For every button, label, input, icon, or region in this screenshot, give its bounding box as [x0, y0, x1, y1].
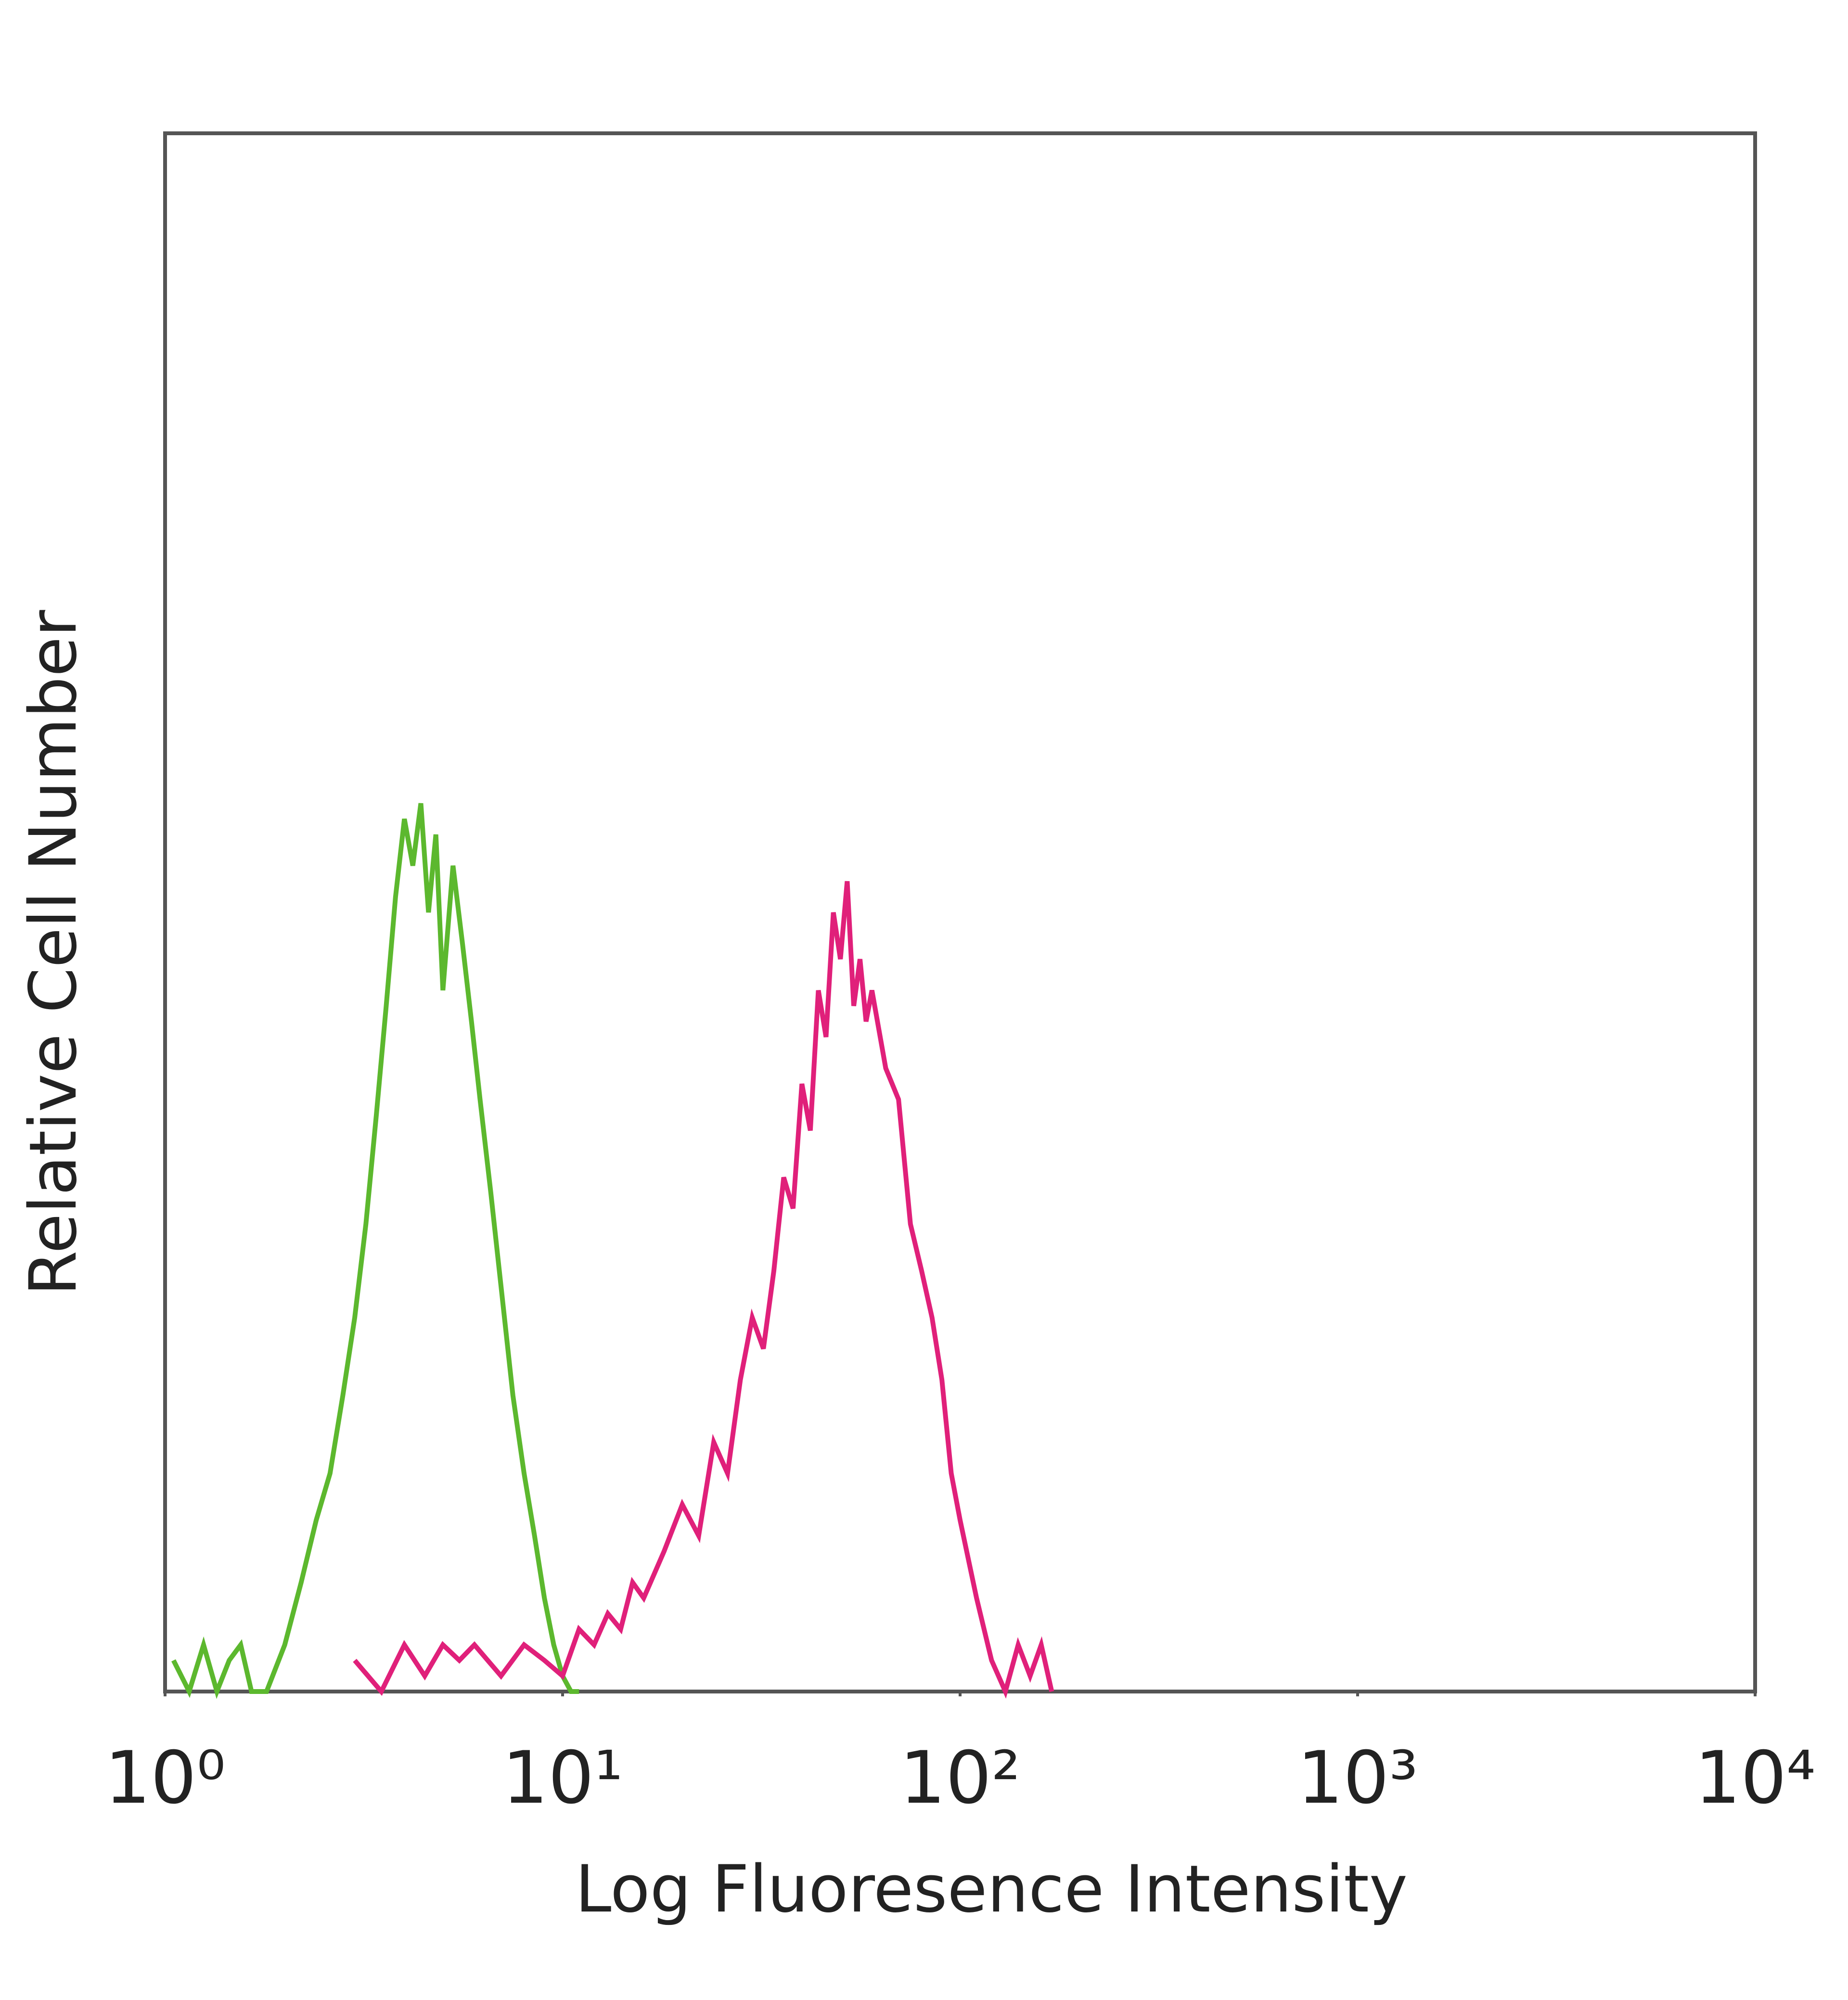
- x-tick-label: 10³: [1297, 1736, 1418, 1820]
- plot-frame: [163, 131, 1757, 1693]
- x-tick-label: 10¹: [502, 1736, 623, 1820]
- y-axis-label: Relative Cell Number: [15, 610, 91, 1295]
- histogram-line: [171, 803, 579, 1699]
- x-tick-label: 10⁴: [1694, 1736, 1815, 1820]
- x-tick-label: 10²: [899, 1736, 1020, 1820]
- x-tick-label: 10⁰: [104, 1736, 225, 1820]
- histogram-line: [353, 881, 1054, 1699]
- x-axis-label: Log Fluoresence Intensity: [575, 1851, 1408, 1927]
